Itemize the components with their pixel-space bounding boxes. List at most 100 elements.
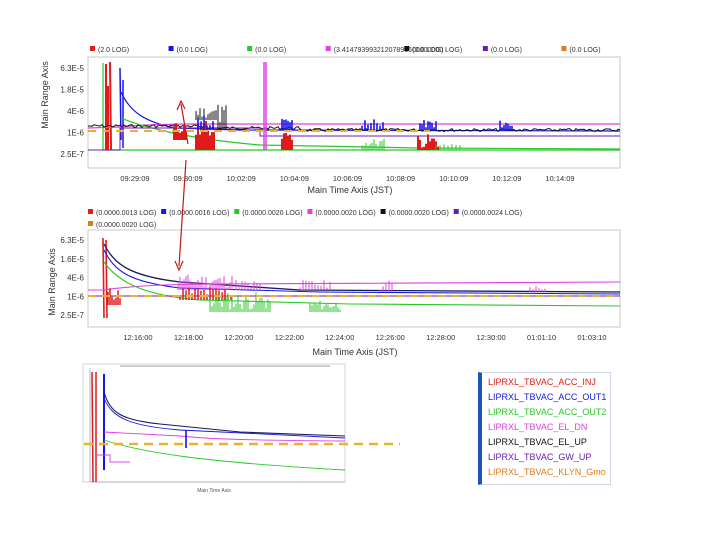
c1-x-tick-3: 10:02:09 xyxy=(227,174,256,183)
c1-y-tick-2: 1.8E-5 xyxy=(60,86,84,95)
chart-2-frame xyxy=(87,229,621,328)
legend-3-item-2: LIPRXL_TBVAC_ACC_OUT1 xyxy=(488,392,607,402)
legend-3-item-4: LIPRXL_TBVAC_EL_DN xyxy=(488,422,588,432)
legend-3-item-3: LIPRXL_TBVAC_ACC_OUT2 xyxy=(488,407,607,417)
c2-series-blue-decay xyxy=(103,249,621,295)
c1-burst-2 xyxy=(195,121,215,150)
c2-x-tick-6: 12:26:00 xyxy=(376,333,405,342)
chart-1-frame xyxy=(87,56,621,169)
c3-series-magenta-step xyxy=(96,454,130,463)
c1-burst-9 xyxy=(361,119,384,130)
arrow-2-head xyxy=(174,260,184,272)
chart-1-legend: (2.0 LOG) (0.0 LOG) (0.0 LOG) (3.4147939932… xyxy=(90,46,601,54)
c2-x-tick-1: 12:16:00 xyxy=(123,333,152,342)
c2-legend-swatch-2 xyxy=(161,209,167,214)
c1-burst-10 xyxy=(417,134,439,150)
legend-3-item-5: LIPRXL_TBVAC_EL_UP xyxy=(488,437,587,447)
c1-x-tick-1: 09:29:09 xyxy=(120,174,149,183)
chart-2-x-label: Main Time Axis (JST) xyxy=(312,347,397,357)
c1-x-tick-9: 10:14:09 xyxy=(545,174,574,183)
c1-legend-label-5: (0.0 LOG) xyxy=(412,47,443,54)
c1-burst-3 xyxy=(195,108,217,120)
c1-y-tick-3: 4E-6 xyxy=(67,107,84,116)
c2-x-tick-4: 12:22:00 xyxy=(275,333,304,342)
c2-legend-label-6: (0.0000.0024 LOG) xyxy=(462,210,522,217)
legend-3-item-7: LIPRXL_TBVAC_KLYN_Gmo xyxy=(488,467,606,477)
c1-burst-4 xyxy=(197,115,214,130)
c2-burst-9 xyxy=(529,285,546,292)
c2-x-tick-9: 01:01:10 xyxy=(527,333,556,342)
chart-2-x-ticks: 12:16:00 12:18:00 12:20:00 12:22:00 12:24:00… xyxy=(123,333,606,342)
c2-y-tick-4: 1E-6 xyxy=(67,292,84,301)
chart-1-x-label: Main Time Axis (JST) xyxy=(307,185,392,195)
c1-legend-label-6: (0.0 LOG) xyxy=(491,47,522,54)
arrow-1-head xyxy=(176,99,186,111)
c3-series-blue-decay xyxy=(103,397,346,439)
c1-legend-swatch-4 xyxy=(325,46,331,51)
c2-legend-label-3: (0.0000.0020 LOG) xyxy=(242,210,302,217)
c1-legend-swatch-7 xyxy=(561,46,567,51)
c2-legend-swatch-3 xyxy=(234,209,240,214)
c1-burst-12 xyxy=(435,144,461,150)
arrow-1-shaft xyxy=(180,103,189,145)
c1-legend-label-3: (0.0 LOG) xyxy=(255,47,286,54)
c1-burst-7 xyxy=(281,118,293,130)
c2-series-red-spike xyxy=(102,237,108,319)
c3-series-navy-decay xyxy=(103,391,346,437)
arrow-2-shaft xyxy=(178,159,187,267)
chart-2-y-ticks: 6.3E-5 1.6E-5 4E-6 1E-6 2.5E-7 xyxy=(60,236,84,320)
c3-series-red-spike xyxy=(91,371,97,483)
chart-3-legend: LIPRXL_TBVAC_ACC_INJ LIPRXL_TBVAC_ACC_OU… xyxy=(478,372,611,485)
c2-x-tick-10: 01:03:10 xyxy=(577,333,606,342)
c1-legend-label-7: (0.0 LOG) xyxy=(569,47,600,54)
c1-legend-swatch-1 xyxy=(90,46,95,51)
legend-3-item-1: LIPRXL_TBVAC_ACC_INJ xyxy=(488,377,596,387)
chart-1-x-ticks: 09:29:09 09:30:09 10:02:09 10:04:09 10:06:09… xyxy=(120,174,574,183)
c2-burst-7 xyxy=(299,280,331,290)
c1-burst-5 xyxy=(217,104,227,130)
c1-legend-label-1: (2.0 LOG) xyxy=(98,47,129,54)
chart-3-series xyxy=(84,371,400,483)
c1-burst-6 xyxy=(281,133,293,150)
c2-x-tick-5: 12:24:00 xyxy=(325,333,354,342)
c2-burst-4 xyxy=(209,292,271,312)
c1-legend-swatch-5 xyxy=(404,46,410,51)
c2-legend-label-7: (0.0000.0020 LOG) xyxy=(96,222,156,229)
c1-y-tick-4: 1E-6 xyxy=(67,129,84,138)
chart-3: Main Time Axis xyxy=(82,363,400,494)
c2-y-tick-1: 6.3E-5 xyxy=(60,236,84,245)
c3-series-magenta xyxy=(103,431,346,442)
c1-legend-swatch-3 xyxy=(247,46,253,51)
c2-y-tick-2: 1.6E-5 xyxy=(60,255,84,264)
c1-series-purple xyxy=(88,127,620,151)
c1-legend-swatch-6 xyxy=(482,46,488,51)
chart-3-x-label: Main Time Axis xyxy=(197,488,231,494)
c1-series-magenta-spike xyxy=(263,62,267,150)
chart-2: (0.0000.0013 LOG) (0.0000.0016 LOG) (0.000… xyxy=(47,209,621,357)
c2-legend-swatch-7 xyxy=(88,221,93,226)
c2-legend-swatch-4 xyxy=(307,209,313,214)
chart-1-series xyxy=(87,61,621,151)
c2-legend-label-5: (0.0000.0020 LOG) xyxy=(389,210,449,217)
c2-legend-label-2: (0.0000.0016 LOG) xyxy=(169,210,229,217)
c2-burst-2 xyxy=(177,274,233,290)
c1-series-green-decay xyxy=(120,117,621,150)
c1-series-red-spike xyxy=(105,61,112,151)
c2-burst-6 xyxy=(309,300,341,312)
c1-x-tick-8: 10:12:09 xyxy=(492,174,521,183)
legend-3-item-6: LIPRXL_TBVAC_GW_UP xyxy=(488,452,592,462)
c1-x-tick-5: 10:06:09 xyxy=(333,174,362,183)
annotation-arrows xyxy=(174,99,189,272)
c1-burst-8 xyxy=(361,138,385,150)
chart-2-y-label: Main Range Axis xyxy=(47,248,57,316)
c2-series-magenta xyxy=(88,281,621,291)
c2-y-tick-3: 4E-6 xyxy=(67,274,84,283)
c2-legend-swatch-5 xyxy=(380,209,386,214)
chart-3-frame xyxy=(82,363,346,483)
c1-burst-13 xyxy=(499,120,513,130)
c1-y-tick-5: 2.5E-7 xyxy=(60,150,84,159)
c1-x-tick-2: 09:30:09 xyxy=(174,174,203,183)
c2-legend-swatch-6 xyxy=(453,209,459,214)
chart-2-legend: (0.0000.0013 LOG) (0.0000.0016 LOG) (0.000… xyxy=(88,209,522,229)
c1-legend-swatch-2 xyxy=(168,46,174,51)
